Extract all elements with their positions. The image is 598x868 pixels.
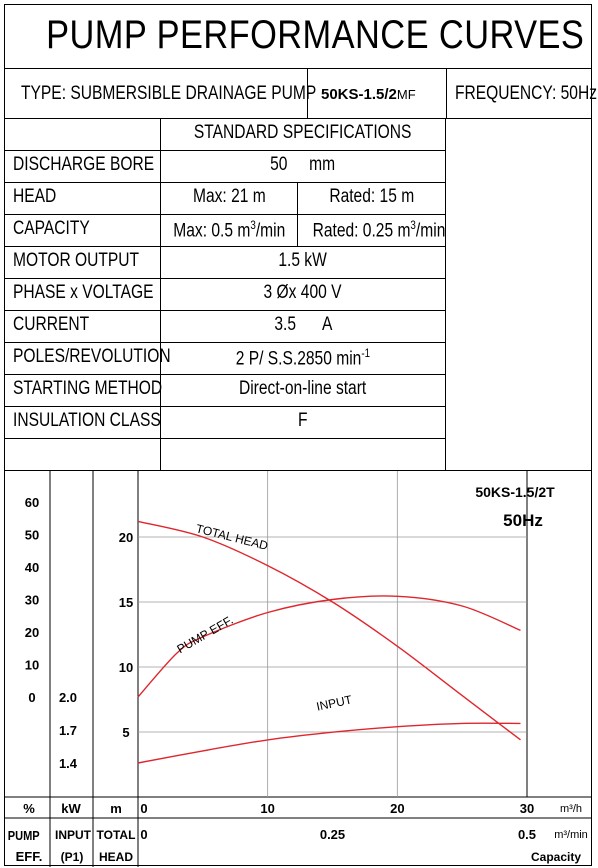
head-tick-label: 15 [119,595,133,610]
spec-label-motor-output: MOTOR OUTPUT [13,250,140,271]
eff-axis-title: EFF. [16,849,43,864]
spec-value-head-rated: Rated: 15 m [329,186,414,207]
eff-tick-label: 0 [28,690,35,705]
spec-value-current: 3.5 A [273,314,333,335]
eff-tick-label: 10 [25,658,39,673]
page-title: PUMP PERFORMANCE CURVES [46,13,585,57]
x-tick-secondary: 0.5 [518,827,536,842]
head-axis-title: TOTAL [97,828,136,842]
spec-label-capacity: CAPACITY [13,218,90,239]
spec-label-head: HEAD [13,186,57,207]
input-curve [137,722,521,764]
head-tick-label: 20 [119,530,133,545]
performance-sheet: PUMP PERFORMANCE CURVES TYPE: SUBMERSIBL… [4,4,597,867]
input-tick-label: 2.0 [59,690,77,705]
spec-value-starting: Direct-on-line start [239,378,367,399]
spec-value-discharge-bore: 50 mm [270,154,336,175]
spec-label-phase-voltage: PHASE x VOLTAGE [13,282,154,303]
spec-value-insulation: F [298,410,308,431]
frequency-label: FREQUENCY: 50Hz [455,83,597,104]
input-unit-label: kW [61,801,81,816]
head-unit-label: m [110,801,122,816]
x-tick-secondary: 0 [140,827,147,842]
head-tick-label: 10 [119,660,133,675]
input-axis-title: (P1) [61,850,84,864]
eff-unit-label: % [23,801,35,816]
pump-eff-curve [137,595,521,698]
eff-tick-label: 40 [25,560,39,575]
x-tick-primary: 20 [390,801,404,816]
spec-label-discharge-bore: DISCHARGE BORE [13,154,155,175]
head-tick-label: 5 [122,725,129,740]
head-axis-title: HEAD [99,850,133,864]
chart-model-label: 50KS-1.5/2T [475,484,555,500]
pump-type-label: TYPE: SUBMERSIBLE DRAINAGE PUMP [21,83,317,104]
spec-label-insulation: INSULATION CLASS [13,410,161,431]
x-tick-primary: 30 [520,801,534,816]
spec-value-head-max: Max: 21 m [192,186,266,207]
eff-tick-label: 50 [25,528,39,543]
spec-value-phase-voltage: 3 Øx 400 V [264,282,342,303]
spec-value-poles: 2 P/ S.S.2850 min-1 [235,346,371,370]
divider [5,68,591,69]
input-curve-label: INPUT [315,692,354,713]
x-tick-primary: 10 [260,801,274,816]
eff-tick-label: 20 [25,625,39,640]
input-axis-title: INPUT [55,828,92,842]
spec-label-current: CURRENT [13,314,90,335]
eff-tick-label: 30 [25,593,39,608]
eff-tick-label: 60 [25,495,39,510]
eff-axis-title: PUMP [8,828,40,843]
pump-eff-curve-label: PUMP EFF. [174,613,235,656]
spec-value-motor-output: 1.5 kW [278,250,328,271]
spec-label-starting: STARTING METHOD [13,378,163,399]
spec-label-poles: POLES/REVOLUTION [13,346,171,367]
input-tick-label: 1.7 [59,723,77,738]
spec-value-capacity-max: Max: 0.5 m3/min [173,218,286,242]
x-unit-secondary: m³/min [554,829,588,841]
spec-header: STANDARD SPECIFICATIONS [194,122,412,143]
spec-value-capacity-rated: Rated: 0.25 m3/min [312,218,446,242]
chart-frequency-label: 50Hz [503,511,543,530]
x-tick-secondary: 0.25 [320,827,345,842]
x-tick-primary: 0 [140,801,147,816]
total-head-curve [137,520,521,741]
x-unit-primary: m³/h [560,803,582,815]
input-tick-label: 1.4 [59,756,78,771]
model-code: 50KS-1.5/2MF [321,86,416,103]
x-axis-caption: Capacity [531,850,581,864]
